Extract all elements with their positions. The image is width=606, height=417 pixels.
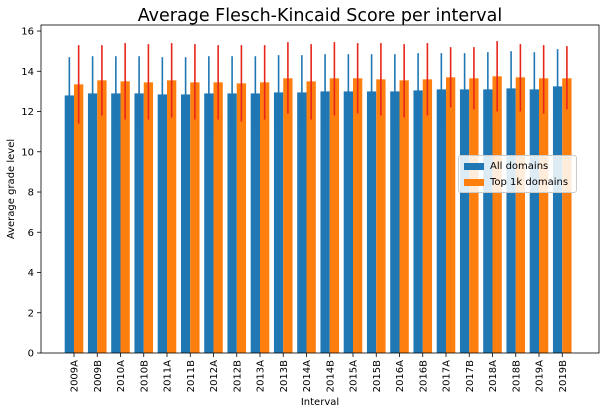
bar-all-domains [157,94,167,353]
bar-top-1k-domains [120,81,130,353]
bar-all-domains [343,91,353,353]
bar-all-domains [273,92,284,353]
y-tick-label: 0 [28,349,34,360]
x-tick-label: 2013A [256,360,267,392]
bar-all-domains [227,93,237,353]
bars-group [64,76,572,354]
bar-top-1k-domains [260,82,270,353]
bar-all-domains [297,92,307,353]
bar-top-1k-domains [539,78,549,354]
chart-title: Average Flesch-Kincaid Score per interva… [138,6,503,26]
legend-item-top-1k-domains: Top 1k domains [464,175,568,189]
bar-top-1k-domains [97,80,107,353]
y-tick-label: 4 [28,268,34,279]
bar-all-domains [436,89,446,353]
bar-all-domains [204,93,214,353]
x-axis-label: Interval [301,397,339,408]
bar-all-domains [134,93,144,353]
bar-top-1k-domains [190,82,200,353]
bar-all-domains [87,93,98,353]
bar-all-domains [413,90,423,353]
x-tick-label: 2009B [93,360,104,392]
x-tick-label: 2015A [349,360,360,392]
bar-top-1k-domains [515,77,526,353]
bar-top-1k-domains [562,78,572,354]
x-tick-label: 2019B [558,360,569,392]
x-tick-label: 2010A [116,360,127,392]
bar-top-1k-domains [422,79,433,353]
x-tick-label: 2017A [442,360,453,392]
x-tick-label: 2012B [232,360,243,392]
bar-all-domains [552,86,563,353]
bar-all-domains [390,91,400,353]
y-tick-label: 6 [28,228,34,239]
bar-top-1k-domains [143,82,154,353]
bar-top-1k-domains [469,78,479,354]
bar-top-1k-domains [329,78,340,354]
bar-top-1k-domains [399,80,409,353]
y-tick-label: 12 [21,107,34,118]
x-tick-label: 2013B [279,360,290,392]
x-tick-label: 2018B [511,360,522,392]
bar-all-domains [529,89,539,353]
y-tick-label: 14 [21,67,34,78]
x-tick-label: 2016A [395,360,406,392]
y-axis-label: Average grade level [6,139,17,239]
bar-top-1k-domains [446,77,456,353]
bar-top-1k-domains [353,78,363,354]
y-tick-label: 2 [28,308,34,319]
bar-all-domains [250,93,260,353]
bar-all-domains [320,91,330,353]
x-tick-label: 2010B [139,360,150,392]
bar-top-1k-domains [492,76,502,354]
y-tick-label: 10 [21,147,34,158]
legend-swatch-top-1k-domains [464,178,484,186]
x-axis: 2009A 2009B 2010A 2010B 2011A 2011B 2012A 2012B… [70,353,569,392]
y-axis: 0 2 4 6 8 10 12 14 16 [21,27,41,360]
x-tick-label: 2011A [163,360,174,392]
bar-all-domains [459,89,470,353]
bar-all-domains [506,88,516,353]
x-tick-label: 2014B [325,360,336,392]
x-tick-label: 2018A [488,360,499,392]
x-tick-label: 2019A [535,360,546,392]
x-tick-label: 2016B [418,360,429,392]
bar-top-1k-domains [306,81,316,353]
bar-top-1k-domains [283,78,293,354]
x-tick-label: 2009A [70,360,81,392]
bar-all-domains [483,89,493,353]
x-tick-label: 2017B [465,360,476,392]
x-tick-label: 2011B [186,360,197,392]
bar-top-1k-domains [74,84,84,353]
y-tick-label: 16 [21,27,34,38]
x-tick-label: 2014A [302,360,313,392]
error-bars-group [68,41,568,132]
x-tick-label: 2015B [372,360,383,392]
legend-label-top-1k-domains: Top 1k domains [490,176,569,188]
legend-label-all-domains: All domains [490,160,549,172]
bar-top-1k-domains [167,80,177,353]
bar-top-1k-domains [376,79,386,353]
bar-all-domains [180,94,191,353]
y-tick-label: 8 [28,188,34,199]
legend-item-all-domains: All domains [464,159,548,173]
legend: All domains Top 1k domains [458,155,577,193]
bar-all-domains [64,95,74,354]
bar-all-domains [366,91,377,353]
bar-top-1k-domains [213,82,223,353]
bar-all-domains [111,93,121,353]
plot-frame [40,24,600,354]
legend-swatch-all-domains [464,162,484,170]
x-tick-label: 2012A [209,360,220,392]
bar-top-1k-domains [236,83,247,353]
